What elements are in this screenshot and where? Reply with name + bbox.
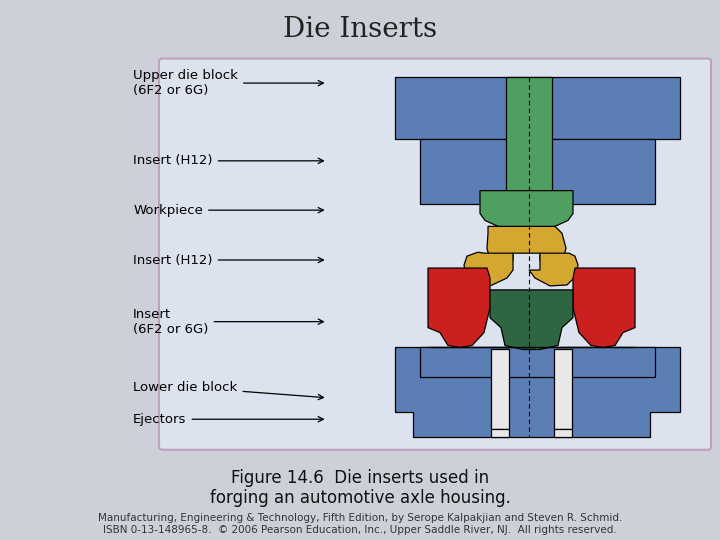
Polygon shape [529,253,578,286]
Polygon shape [573,268,635,347]
Polygon shape [395,347,680,437]
Text: Workpiece: Workpiece [133,204,323,217]
Polygon shape [428,268,490,347]
Polygon shape [464,252,513,286]
Bar [554,429,572,437]
Bar [506,77,552,204]
Text: Insert (H12): Insert (H12) [133,253,323,267]
Polygon shape [487,226,566,270]
Text: Upper die block
(6F2 or 6G): Upper die block (6F2 or 6G) [133,69,323,97]
Bar [554,349,572,429]
Text: Die Inserts: Die Inserts [283,16,437,43]
Polygon shape [480,191,573,228]
Text: Insert
(6F2 or 6G): Insert (6F2 or 6G) [133,308,323,336]
Polygon shape [490,290,573,349]
Text: Figure 14.6  Die inserts used in
forging an automotive axle housing.: Figure 14.6 Die inserts used in forging … [210,469,510,508]
Polygon shape [395,77,680,139]
Text: Insert (H12): Insert (H12) [133,154,323,167]
FancyBboxPatch shape [159,58,711,450]
Text: Manufacturing, Engineering & Technology, Fifth Edition, by Serope Kalpakjian and: Manufacturing, Engineering & Technology,… [98,514,622,535]
Polygon shape [420,347,655,377]
Text: Lower die block: Lower die block [133,381,323,400]
Bar [491,429,509,437]
Bar [491,349,509,429]
Text: Ejectors: Ejectors [133,413,323,426]
Polygon shape [420,139,655,204]
